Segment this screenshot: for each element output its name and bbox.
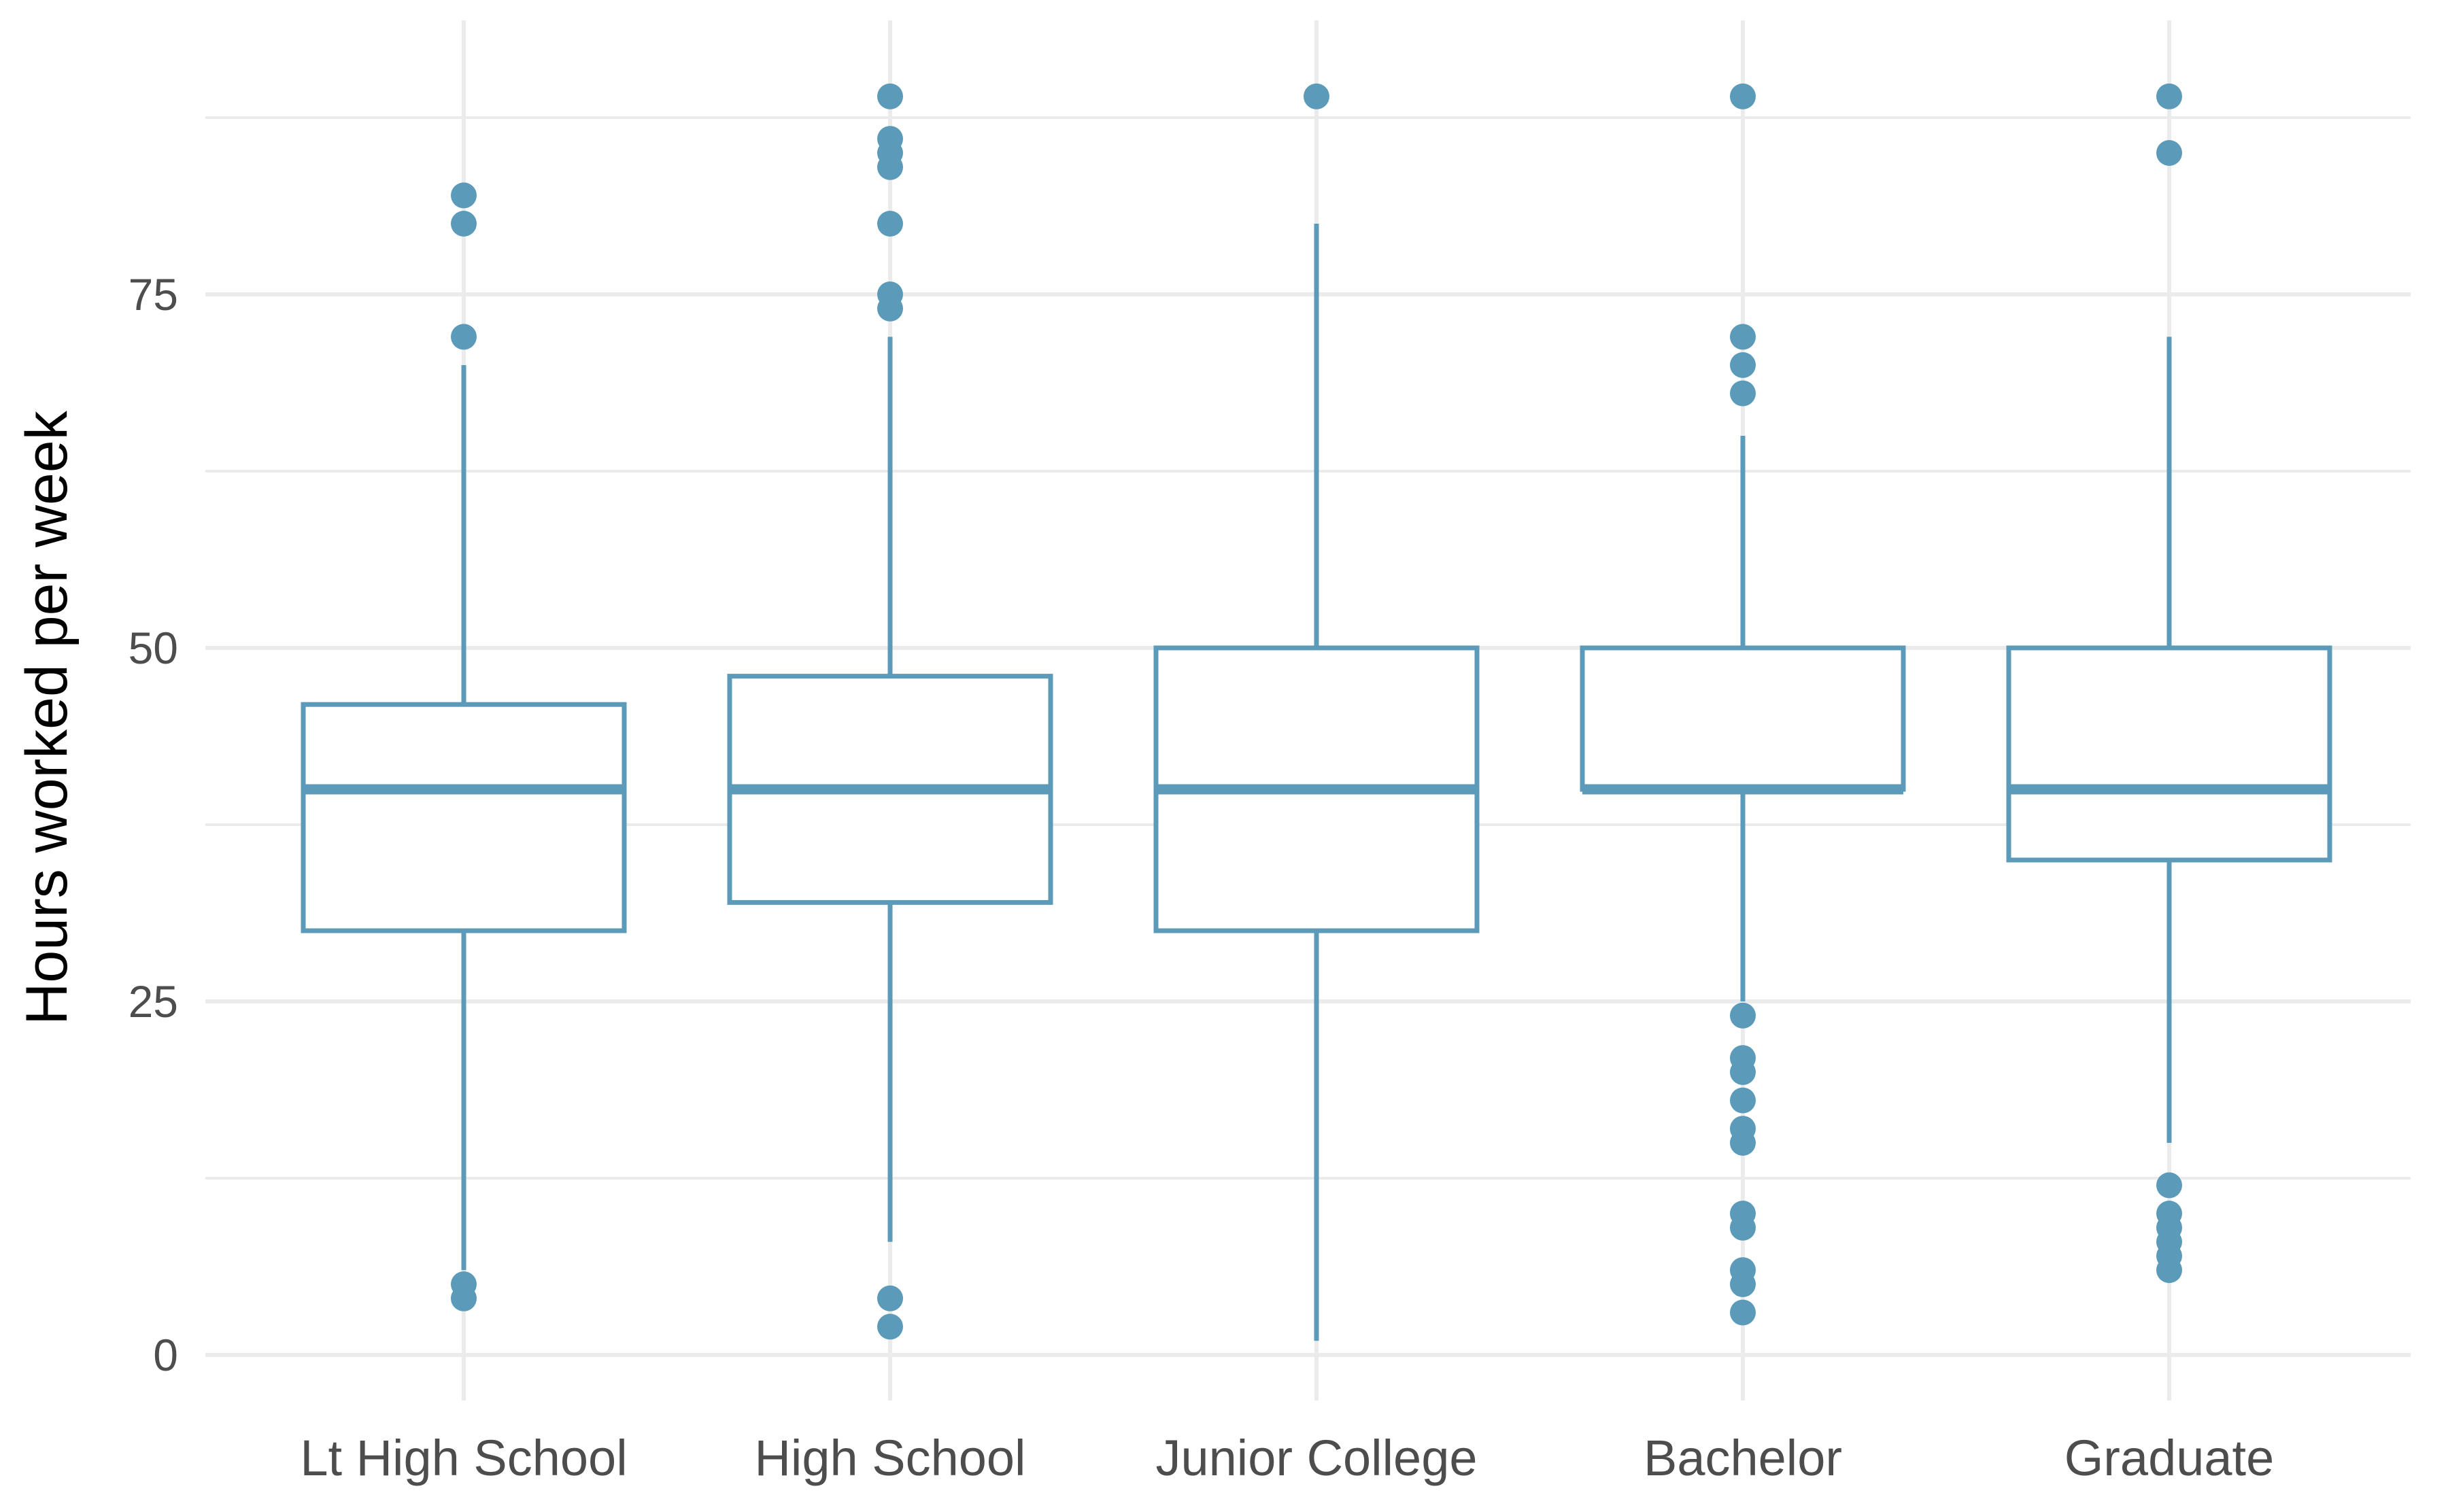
box-group <box>301 182 627 1311</box>
outlier-point <box>1730 352 1756 378</box>
outlier-point <box>451 182 477 209</box>
box-group <box>2006 83 2332 1284</box>
outlier-point <box>1730 1130 1756 1156</box>
outlier-point <box>1730 1059 1756 1085</box>
x-tick-label: Lt High School <box>300 1430 627 1486</box>
x-tick-label: Graduate <box>2064 1430 2275 1486</box>
box-iqr <box>2006 645 2332 863</box>
y-tick-label: 25 <box>129 976 178 1027</box>
x-tick-label: Bachelor <box>1644 1430 1842 1486</box>
outlier-point <box>1730 324 1756 350</box>
outlier-point <box>877 1285 903 1311</box>
outlier-point <box>451 211 477 237</box>
y-tick-label: 50 <box>129 623 178 673</box>
y-tick-label: 75 <box>129 269 178 320</box>
x-tick-label: High School <box>754 1430 1025 1486</box>
outlier-point <box>877 154 903 180</box>
box-group <box>727 83 1053 1340</box>
outlier-point <box>877 211 903 237</box>
box-layer <box>301 83 2332 1341</box>
outlier-point <box>1730 1002 1756 1029</box>
y-tick-label: 0 <box>153 1330 178 1380</box>
outlier-point <box>2156 1172 2182 1199</box>
y-axis-ticks: 0 25 50 75 <box>129 269 178 1380</box>
box-iqr <box>301 702 627 933</box>
outlier-point <box>1730 1087 1756 1114</box>
outlier-point <box>1730 1214 1756 1241</box>
x-axis-ticks: Lt High School High School Junior College B… <box>300 1430 2274 1486</box>
box-iqr <box>1580 645 1906 792</box>
outlier-point <box>1304 83 1329 109</box>
outlier-point <box>877 1313 903 1340</box>
box-group <box>1153 83 1480 1341</box>
outlier-point <box>451 324 477 350</box>
outlier-point <box>2156 140 2182 166</box>
outlier-point <box>2156 1257 2182 1284</box>
outlier-point <box>1730 1271 1756 1297</box>
outlier-point <box>1730 1299 1756 1326</box>
x-tick-label: Junior College <box>1155 1430 1477 1486</box>
outlier-point <box>451 1285 477 1311</box>
outlier-point <box>1730 83 1756 109</box>
box-group <box>1580 83 1906 1326</box>
outlier-point <box>877 83 903 109</box>
y-axis-title: Hours worked per week <box>14 410 80 1025</box>
outlier-point <box>1730 380 1756 407</box>
outlier-point <box>2156 83 2182 109</box>
outlier-point <box>877 295 903 322</box>
